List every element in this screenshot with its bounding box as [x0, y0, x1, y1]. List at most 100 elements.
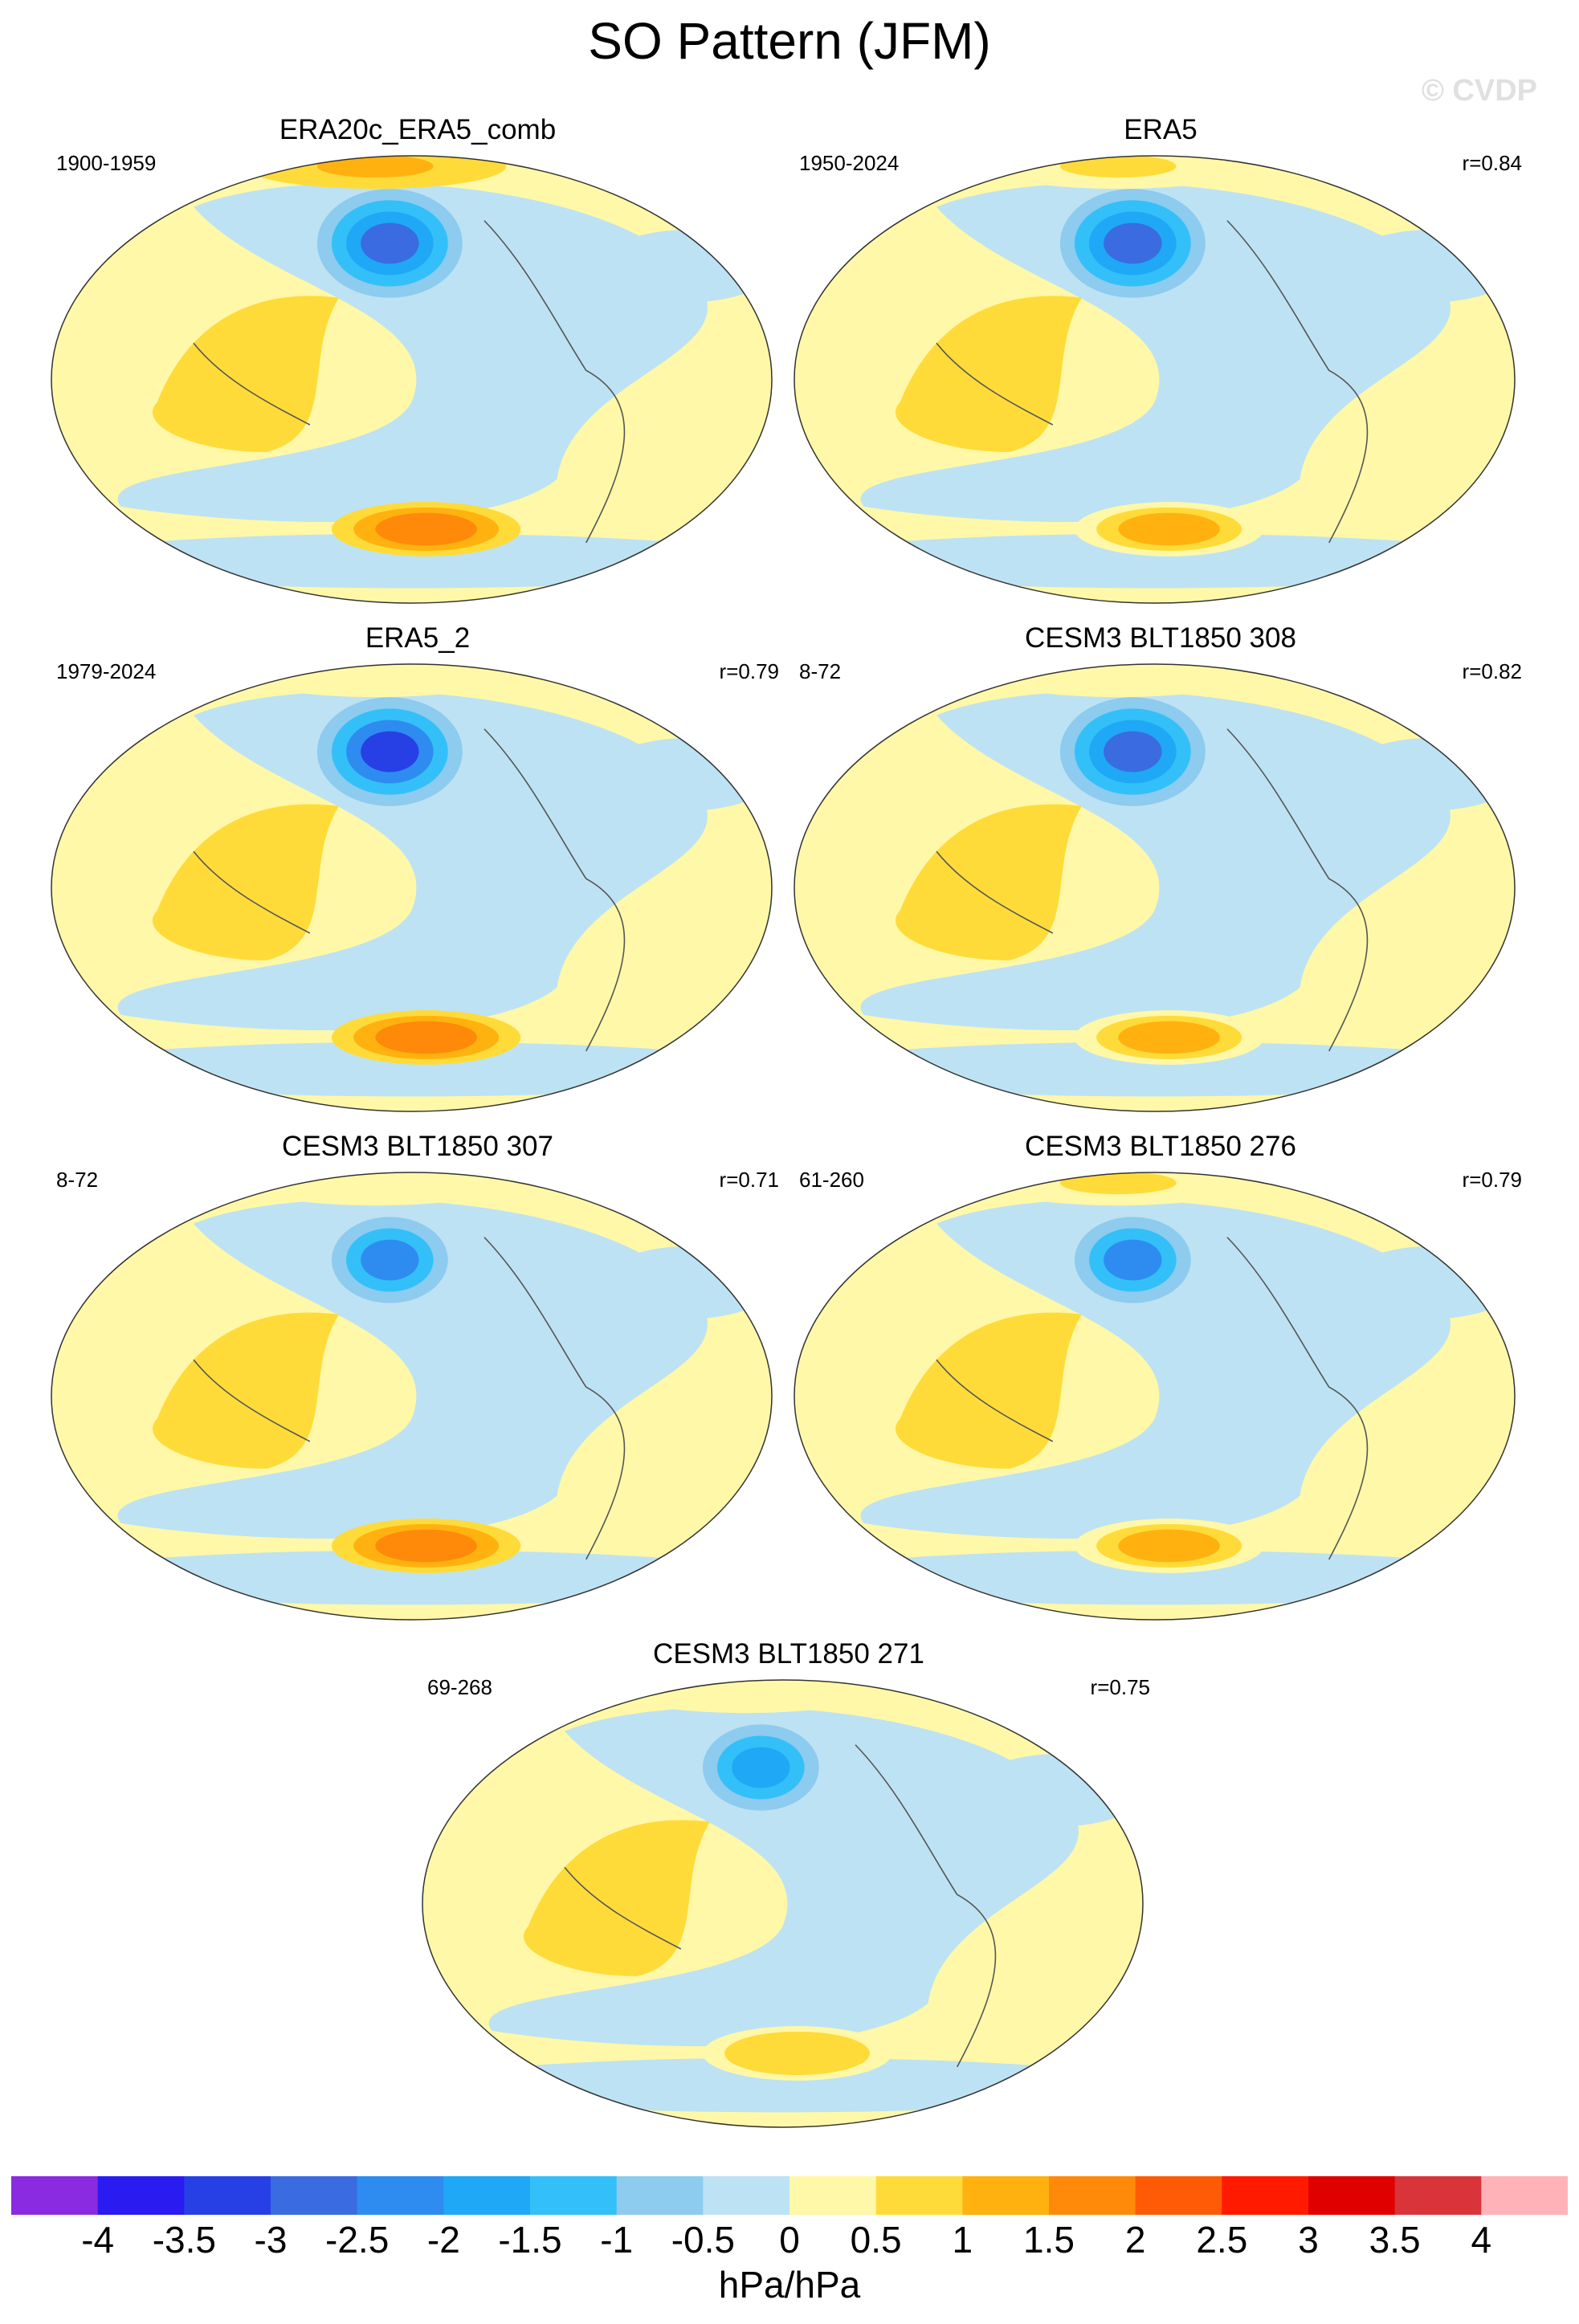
colorbar-tick-label: -1: [600, 2219, 634, 2261]
colorbar-tick-label: -2: [426, 2219, 460, 2261]
negative-region-pacific: [488, 1706, 1079, 2047]
arctic-high-core: [687, 1680, 805, 1702]
north-pacific-low-contour: [1104, 731, 1162, 773]
map-border: [51, 1172, 773, 1621]
southern-ocean-high-contour: [375, 1021, 477, 1054]
indo-pacific-high: [152, 804, 339, 960]
colorbar-tick-label: 4: [1471, 2219, 1492, 2261]
panel-correlation: r=0.79: [1462, 1168, 1522, 1192]
coastline-americas: [483, 728, 626, 1052]
indo-pacific-high: [152, 1312, 339, 1469]
panel-years: 8-72: [56, 1168, 99, 1192]
colorbar-tick-label: -2.5: [325, 2219, 390, 2261]
panel-title: CESM3 BLT1850 276: [1025, 1131, 1296, 1162]
panel-title: CESM3 BLT1850 308: [1025, 622, 1296, 654]
north-pacific-low-contour: [361, 731, 419, 773]
map-plot: [51, 663, 773, 1112]
panel-years: 1950-2024: [799, 151, 900, 175]
map-border: [794, 1172, 1516, 1621]
map-border: [794, 663, 1516, 1112]
colorbar-tick-label: 2: [1124, 2219, 1146, 2261]
colorbar-ticks: -4 -3.5 -3 -2.5 -2 -1.5 -1 -0.5 0 0.5 1 1.5 2 2.5 3 3.5…: [0, 2218, 1579, 2266]
colorbar-tick-label: 0.5: [850, 2219, 902, 2261]
colorbar-swatch: [1049, 2176, 1136, 2215]
map-plot: [422, 1679, 1144, 2128]
panel-title: CESM3 BLT1850 271: [653, 1638, 924, 1670]
colorbar-swatch: [357, 2176, 444, 2215]
indo-pacific-high: [895, 1312, 1082, 1469]
panel-title: ERA5_2: [365, 622, 471, 654]
north-pacific-low-contour: [361, 222, 419, 264]
map-plot: [794, 1172, 1516, 1621]
map-panel: ERA20c_ERA5_comb 1900-1959: [48, 114, 787, 612]
panel-title: ERA20c_ERA5_comb: [279, 114, 557, 145]
colorbar-tick-label: -0.5: [671, 2219, 735, 2261]
southern-ocean-high-contour: [746, 2037, 848, 2070]
indo-pacific-high: [523, 1820, 710, 1976]
map-panel: CESM3 BLT1850 271 69-268 r=0.75: [419, 1638, 1158, 2136]
colorbar-tick-label: -3.5: [152, 2219, 216, 2261]
negative-region-atlantic: [600, 230, 772, 303]
north-pacific-low-contour: [732, 1747, 790, 1788]
colorbar-swatch: [1135, 2176, 1222, 2215]
panel-years: 61-260: [799, 1168, 864, 1192]
north-pacific-low-contour: [361, 1239, 419, 1281]
map-panel: ERA5 1950-2024 r=0.84: [791, 114, 1530, 612]
colorbar-swatch: [1481, 2176, 1568, 2215]
arctic-high-core: [1059, 156, 1177, 178]
colorbar-swatch: [11, 2176, 99, 2215]
colorbar-tick-label: -3: [254, 2219, 288, 2261]
arctic-high-core: [1059, 1172, 1177, 1195]
negative-region-atlantic: [1343, 738, 1515, 811]
southern-ocean-high-contour: [375, 1529, 477, 1563]
colorbar-tick-label: 3: [1298, 2219, 1319, 2261]
arctic-high-core: [316, 156, 434, 178]
coastline-americas: [1226, 220, 1369, 544]
colorbar-swatch: [1308, 2176, 1396, 2215]
colorbar-swatch: [703, 2176, 790, 2215]
coastline-maritime: [193, 342, 311, 426]
negative-region-pacific: [117, 182, 708, 523]
map-plot: [51, 155, 773, 604]
map-border: [51, 663, 773, 1112]
colorbar-tick-label: -4: [81, 2219, 115, 2261]
coastline-americas: [1226, 728, 1369, 1052]
colorbar-swatch: [962, 2176, 1050, 2215]
map-panel: CESM3 BLT1850 308 8-72 r=0.82: [791, 622, 1530, 1120]
coastline-americas: [855, 1744, 997, 2068]
southern-ocean-high-contour: [1118, 1529, 1220, 1563]
colorbar-swatch: [97, 2176, 185, 2215]
colorbar-swatch: [184, 2176, 271, 2215]
map-panel: CESM3 BLT1850 307 8-72 r=0.71: [48, 1131, 787, 1629]
coastline-maritime: [936, 342, 1054, 426]
colorbar-swatch: [271, 2176, 358, 2215]
colorbar-swatch: [875, 2176, 963, 2215]
coastline-maritime: [193, 1359, 311, 1442]
southern-ocean-high-contour: [1118, 1021, 1220, 1054]
arctic-high-core: [316, 664, 434, 687]
negative-region-pacific: [860, 691, 1450, 1031]
negative-region-pacific: [117, 691, 708, 1031]
colorbar-swatch: [530, 2176, 618, 2215]
colorbar-tick-label: 1.5: [1023, 2219, 1075, 2261]
coastline-maritime: [564, 1866, 682, 1950]
arctic-high-core: [1059, 664, 1177, 687]
map-plot: [794, 663, 1516, 1112]
negative-region-atlantic: [971, 1754, 1143, 1827]
negative-region-pacific: [860, 182, 1450, 523]
negative-region-atlantic: [1343, 230, 1515, 303]
colorbar-swatch: [443, 2176, 531, 2215]
colorbar-tick-label: 1: [952, 2219, 973, 2261]
coastline-maritime: [193, 850, 311, 934]
colorbar-tick-label: 0: [779, 2219, 800, 2261]
colorbar-tick-label: -1.5: [498, 2219, 562, 2261]
panel-correlation: r=0.71: [719, 1168, 779, 1192]
map-border: [51, 155, 773, 604]
map-plot: [51, 1172, 773, 1621]
negative-region-pacific: [117, 1199, 708, 1539]
panel-years: 8-72: [799, 659, 842, 683]
panel-correlation: r=0.82: [1462, 659, 1522, 683]
panel-correlation: r=0.84: [1462, 151, 1522, 175]
panel-years: 1979-2024: [56, 659, 157, 683]
panel-correlation: r=0.75: [1090, 1675, 1150, 1699]
